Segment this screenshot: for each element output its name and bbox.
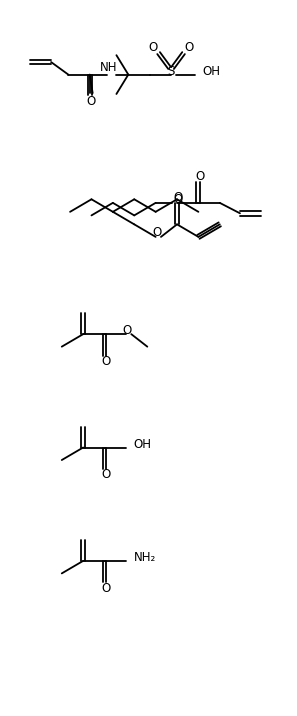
Text: O: O — [184, 41, 194, 54]
Text: NH: NH — [100, 61, 117, 74]
Text: O: O — [101, 355, 110, 368]
Text: S: S — [168, 65, 175, 78]
Text: O: O — [122, 324, 132, 337]
Text: O: O — [86, 95, 96, 108]
Text: O: O — [174, 193, 183, 205]
Text: O: O — [173, 191, 183, 204]
Text: OH: OH — [202, 65, 220, 78]
Text: O: O — [101, 582, 110, 595]
Text: O: O — [195, 170, 205, 183]
Text: O: O — [148, 41, 158, 54]
Text: O: O — [101, 468, 110, 481]
Text: OH: OH — [133, 438, 151, 451]
Text: O: O — [152, 226, 162, 239]
Text: NH₂: NH₂ — [134, 551, 157, 564]
